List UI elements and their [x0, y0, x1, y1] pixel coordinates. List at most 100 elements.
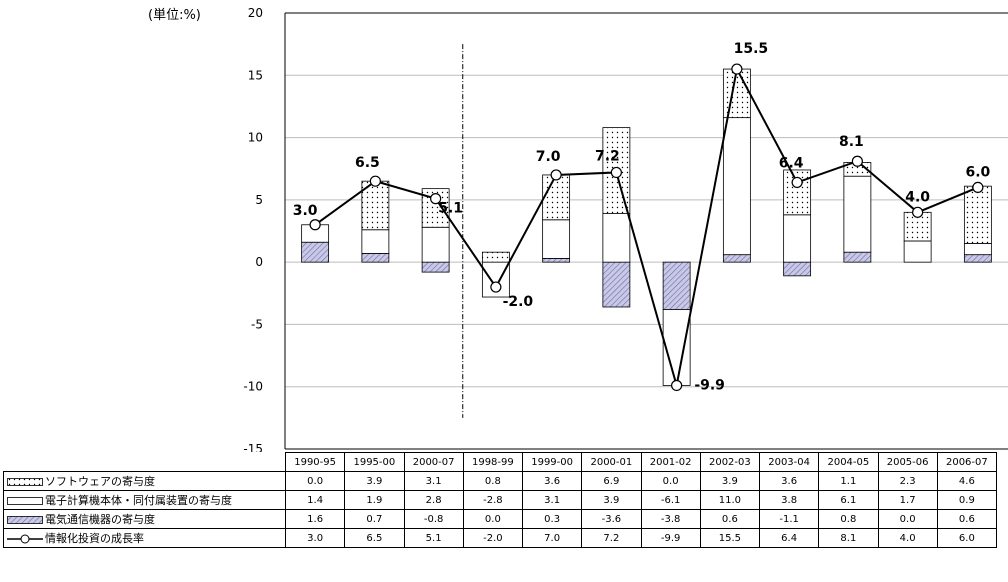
legend-swatch	[7, 534, 43, 544]
growth-point	[851, 155, 863, 167]
series-label: 電気通信機器の寄与度	[3, 509, 286, 529]
category-label: 1998-99	[462, 452, 524, 472]
bar-segment	[963, 254, 992, 263]
series-label: 情報化投資の成長率	[3, 528, 286, 548]
bar-segment	[722, 254, 751, 263]
table-cell: 6.4	[758, 528, 820, 548]
data-table: 1990-95 1995-00 2000-07 1998-99 1999-00 2000-…	[3, 452, 998, 548]
growth-point	[791, 176, 803, 189]
table-cell: 0.7	[344, 509, 405, 529]
bar-segment	[963, 243, 992, 256]
legend-swatch	[7, 497, 43, 505]
bar-segment	[602, 261, 631, 308]
table-row: 電気通信機器の寄与度 1.6 0.7 -0.8 0.0 0.3 -3.6 -3.8 0.6 -1.…	[3, 509, 998, 529]
growth-point	[550, 169, 562, 181]
growth-point	[731, 63, 743, 75]
table-cell: -1.1	[758, 509, 820, 529]
y-tick-label: -10	[243, 380, 263, 394]
growth-point	[369, 175, 381, 187]
y-tick-label: 20	[248, 6, 263, 20]
growth-point	[430, 193, 442, 205]
bar-segment	[662, 261, 691, 310]
table-cell: 3.6	[521, 471, 583, 491]
grid-lines	[285, 12, 1008, 418]
y-tick-label: -5	[251, 317, 263, 331]
data-label: 7.2	[595, 148, 620, 164]
category-label: 2005-06	[877, 452, 938, 472]
table-cell: 0.8	[462, 471, 524, 491]
table-cell: 3.8	[758, 490, 820, 510]
category-label: 2000-07	[403, 452, 464, 472]
table-cell: 15.5	[699, 528, 761, 548]
bar-segment	[542, 219, 571, 259]
table-cell: 1.1	[818, 471, 879, 491]
category-label: 2000-01	[581, 452, 642, 472]
data-label: 6.5	[355, 155, 380, 171]
table-cell: 7.2	[581, 528, 642, 548]
table-cell: 0.0	[877, 509, 938, 529]
table-cell: 1.6	[284, 509, 346, 529]
bar-segment	[602, 213, 631, 263]
data-label: 6.4	[779, 155, 804, 171]
growth-point	[671, 379, 683, 392]
table-cell: 0.0	[640, 471, 701, 491]
data-label: 8.1	[839, 134, 864, 150]
y-axis: 20 15 10 5 0 -5 -10 -15	[243, 6, 1008, 452]
category-label: 2003-04	[758, 452, 820, 472]
growth-line	[309, 63, 984, 392]
bars	[301, 68, 992, 386]
table-header-row: 1990-95 1995-00 2000-07 1998-99 1999-00 2000-…	[4, 452, 998, 472]
y-tick-label: 10	[248, 131, 263, 145]
table-cell: 3.9	[581, 490, 642, 510]
data-label: -2.0	[503, 294, 534, 310]
bar-segment	[542, 174, 571, 221]
table-cell: 0.6	[936, 509, 998, 529]
table-cell: 7.0	[521, 528, 583, 548]
y-tick-label: 15	[248, 68, 263, 82]
data-label: 4.0	[905, 189, 930, 205]
legend-swatch	[7, 478, 43, 486]
bar-segment	[843, 175, 872, 253]
growth-polyline	[314, 66, 979, 386]
growth-point	[912, 206, 924, 218]
bar-segment	[662, 309, 691, 386]
bar-segment	[421, 261, 450, 273]
table-cell: 0.9	[936, 490, 998, 510]
bar-segment	[481, 251, 510, 263]
category-label: 1999-00	[521, 452, 583, 472]
growth-point	[309, 219, 321, 231]
bar-segment	[783, 214, 812, 263]
table-cell: 0.0	[284, 471, 346, 491]
y-tick-label: 5	[255, 193, 263, 207]
data-label: 15.5	[734, 41, 769, 57]
table-row: ソフトウェアの寄与度 0.0 3.9 3.1 0.8 3.6 6.9 0.0 3.9 3.6 1.1…	[3, 471, 998, 491]
table-cell: 1.7	[877, 490, 938, 510]
category-label: 2001-02	[640, 452, 701, 472]
bar-segment	[783, 169, 812, 216]
table-cell: 6.5	[344, 528, 405, 548]
bar-segment	[783, 261, 812, 277]
growth-point	[610, 166, 622, 179]
table-cell: 3.1	[403, 471, 464, 491]
table-cell: 1.9	[344, 490, 405, 510]
table-cell: 3.1	[521, 490, 583, 510]
category-label: 2004-05	[818, 452, 879, 472]
table-cell: 5.1	[403, 528, 464, 548]
table-cell: -2.0	[462, 528, 524, 548]
series-label: ソフトウェアの寄与度	[3, 471, 286, 491]
bar-segment	[301, 241, 330, 263]
chart: 20 15 10 5 0 -5 -10 -15 3.0 6.5 5.1 -2.0 7.0 7.2 -9.9…	[243, 6, 1008, 452]
table-cell: 0.0	[462, 509, 524, 529]
unit-label: (単位:%)	[148, 8, 201, 23]
data-label: 6.0	[965, 164, 990, 180]
table-cell: 0.3	[521, 509, 583, 529]
table-row: 情報化投資の成長率 3.0 6.5 5.1 -2.0 7.0 7.2 -9.9 15.5 6.4 8…	[3, 528, 998, 548]
data-label: 7.0	[536, 149, 561, 165]
data-label: -9.9	[694, 377, 725, 393]
table-cell: -2.8	[462, 490, 524, 510]
bar-segment	[903, 240, 932, 263]
y-tick-label: -15	[243, 442, 263, 452]
bar-segment	[361, 180, 390, 231]
table-cell: -3.8	[640, 509, 701, 529]
category-label: 1995-00	[344, 452, 405, 472]
